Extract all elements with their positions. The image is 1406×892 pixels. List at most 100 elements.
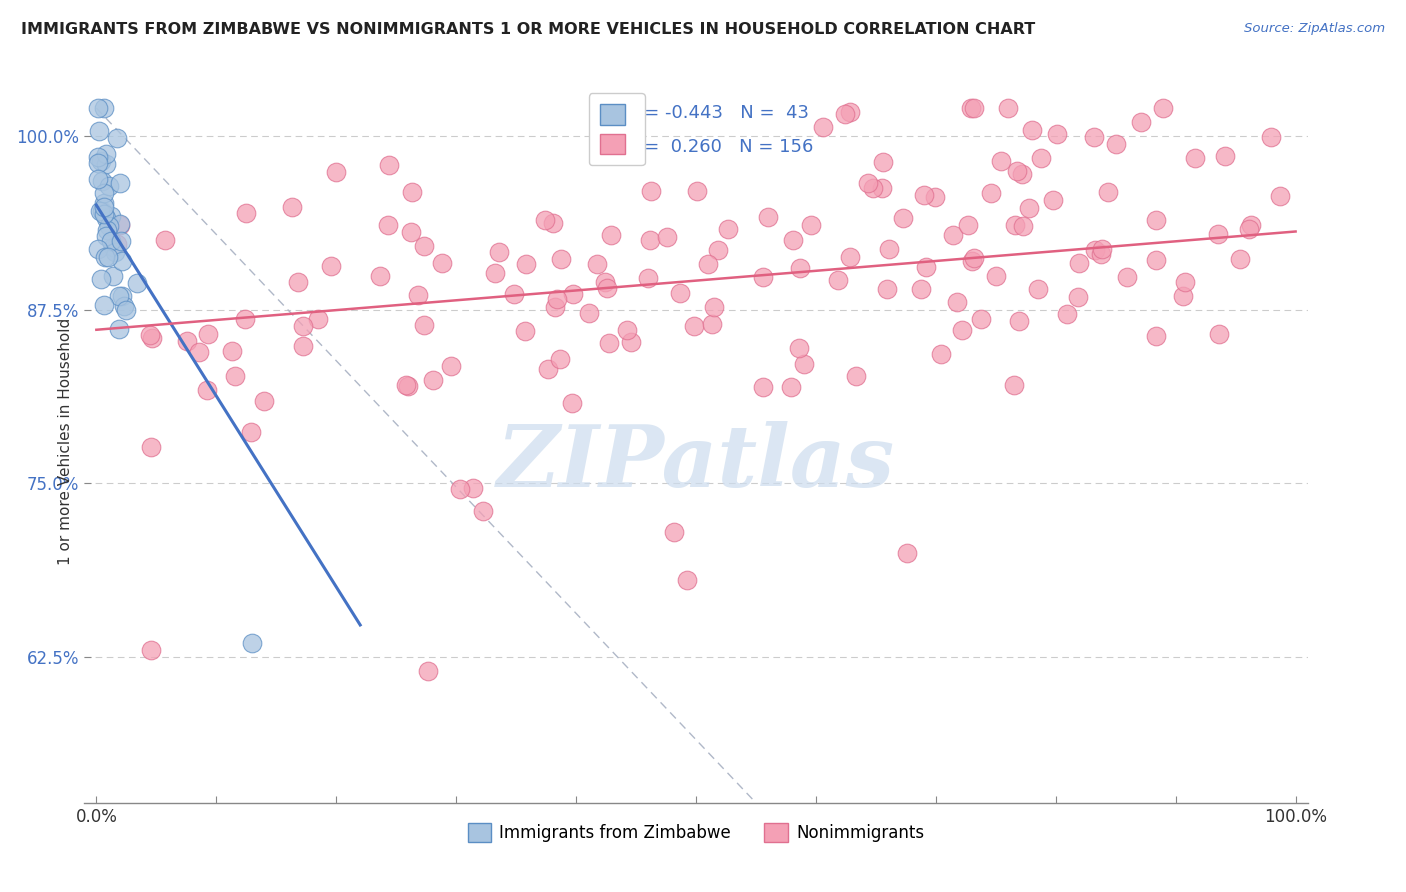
Point: [862, 180, 884, 194]
Point: [91, 174, 114, 188]
Point: [187, 344, 209, 359]
Point: [502, 286, 524, 301]
Point: [1026, 282, 1049, 296]
Point: [141, 643, 163, 657]
Point: [789, 260, 811, 275]
Point: [87, 150, 110, 164]
Point: [780, 379, 803, 393]
Point: [94, 156, 117, 170]
Point: [616, 323, 638, 337]
Point: [86, 171, 108, 186]
Point: [1067, 290, 1090, 304]
Point: [224, 369, 246, 384]
Point: [1144, 252, 1167, 267]
Point: [108, 217, 131, 231]
Point: [970, 312, 993, 326]
Point: [91, 203, 114, 218]
Point: [1173, 289, 1195, 303]
Point: [87, 156, 110, 170]
Point: [139, 440, 162, 454]
Point: [1240, 218, 1263, 232]
Point: [1012, 219, 1035, 233]
Point: [430, 256, 453, 270]
Point: [100, 209, 122, 223]
Point: [1008, 314, 1031, 328]
Point: [107, 237, 129, 252]
Point: [325, 164, 347, 178]
Point: [782, 233, 804, 247]
Point: [600, 228, 623, 243]
Point: [125, 277, 148, 291]
Point: [396, 379, 419, 393]
Point: [515, 257, 537, 271]
Point: [960, 101, 983, 115]
Point: [307, 311, 329, 326]
Point: [703, 300, 725, 314]
Point: [914, 260, 936, 274]
Point: [96, 229, 118, 244]
Point: [463, 481, 485, 495]
Point: [1090, 247, 1112, 261]
Point: [963, 252, 986, 266]
Point: [990, 154, 1012, 169]
Point: [93, 207, 115, 221]
Point: [1005, 163, 1028, 178]
Point: [94, 250, 117, 264]
Point: [561, 287, 583, 301]
Point: [1029, 151, 1052, 165]
Point: [422, 373, 444, 387]
Point: [910, 282, 932, 296]
Point: [827, 272, 849, 286]
Point: [108, 218, 131, 232]
Point: [598, 335, 620, 350]
Point: [534, 212, 557, 227]
Point: [86, 101, 108, 115]
Point: [100, 234, 122, 248]
Point: [1237, 222, 1260, 236]
Text: R =  0.260   N = 156: R = 0.260 N = 156: [626, 137, 814, 156]
Point: [1208, 326, 1230, 341]
Point: [1144, 328, 1167, 343]
Point: [105, 131, 128, 145]
Point: [1115, 269, 1137, 284]
Point: [891, 211, 914, 226]
Point: [1056, 307, 1078, 321]
Point: [1042, 194, 1064, 208]
Point: [401, 225, 423, 239]
Point: [108, 288, 131, 302]
Point: [287, 275, 309, 289]
Point: [544, 300, 567, 314]
Point: [548, 351, 571, 366]
Point: [96, 211, 118, 225]
Point: [418, 664, 440, 678]
Point: [876, 282, 898, 296]
Point: [877, 242, 900, 256]
Point: [550, 252, 572, 267]
Y-axis label: 1 or more Vehicles in Household: 1 or more Vehicles in Household: [58, 318, 73, 566]
Point: [593, 275, 616, 289]
Point: [717, 222, 740, 236]
Point: [1083, 130, 1105, 145]
Point: [112, 299, 135, 313]
Point: [406, 288, 429, 302]
Point: [1268, 189, 1291, 203]
Point: [87, 124, 110, 138]
Point: [97, 178, 120, 193]
Point: [401, 186, 423, 200]
Point: [449, 482, 471, 496]
Point: [395, 378, 418, 392]
Point: [946, 294, 969, 309]
Point: [1144, 212, 1167, 227]
Point: [1208, 227, 1230, 242]
Text: R = -0.443   N =  43: R = -0.443 N = 43: [626, 103, 810, 122]
Point: [676, 574, 699, 588]
Point: [596, 281, 619, 295]
Point: [752, 380, 775, 394]
Point: [93, 298, 115, 312]
Point: [97, 219, 120, 234]
Point: [620, 334, 643, 349]
Point: [97, 250, 120, 264]
Point: [253, 394, 276, 409]
Point: [235, 312, 257, 326]
Point: [1002, 377, 1025, 392]
